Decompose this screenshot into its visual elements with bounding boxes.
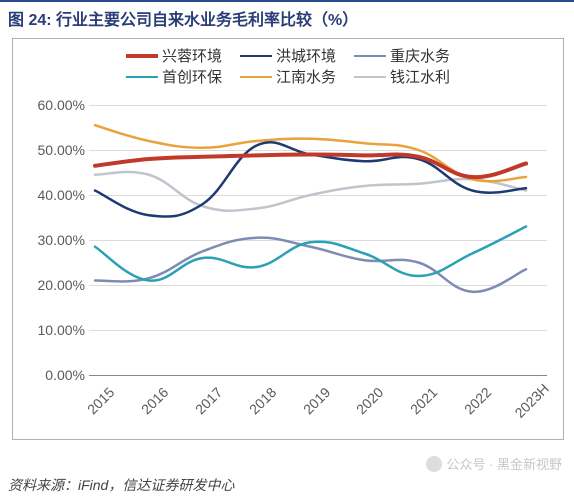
legend-swatch bbox=[354, 76, 386, 78]
y-tick-label: 40.00% bbox=[15, 187, 85, 203]
legend-label: 洪城环境 bbox=[276, 45, 336, 66]
legend-label: 江南水务 bbox=[276, 66, 336, 87]
legend-label: 首创环保 bbox=[162, 66, 222, 87]
x-tick-label: 2017 bbox=[192, 384, 225, 417]
chart-title: 图 24: 行业主要公司自来水业务毛利率比较（%） bbox=[8, 6, 358, 30]
legend-swatch bbox=[126, 54, 158, 58]
series-line bbox=[95, 172, 526, 211]
legend-label: 重庆水务 bbox=[390, 45, 450, 66]
legend: 兴蓉环境 洪城环境 重庆水务首创环保 江南水务 钱江水利 bbox=[13, 45, 563, 87]
x-tick-label: 2022 bbox=[461, 384, 494, 417]
plot-region bbox=[89, 105, 547, 375]
legend-swatch bbox=[354, 55, 386, 57]
y-tick-label: 0.00% bbox=[15, 367, 85, 383]
x-tick-label: 2023H bbox=[511, 380, 551, 420]
figure-container: 图 24: 行业主要公司自来水业务毛利率比较（%） 兴蓉环境 洪城环境 重庆水务首创… bbox=[0, 0, 574, 501]
legend-item: 江南水务 bbox=[240, 66, 336, 87]
legend-label: 钱江水利 bbox=[390, 66, 450, 87]
chart-area: 兴蓉环境 洪城环境 重庆水务首创环保 江南水务 钱江水利 0.00% 10.00% 20.0… bbox=[12, 38, 564, 440]
series-line bbox=[95, 238, 526, 292]
wechat-icon bbox=[426, 456, 442, 472]
legend-item: 钱江水利 bbox=[354, 66, 450, 87]
y-tick-label: 60.00% bbox=[15, 97, 85, 113]
watermark: 公众号 · 黑金新视野 bbox=[426, 454, 562, 473]
legend-item: 重庆水务 bbox=[354, 45, 450, 66]
y-tick-label: 50.00% bbox=[15, 142, 85, 158]
y-tick-label: 30.00% bbox=[15, 232, 85, 248]
legend-item: 兴蓉环境 bbox=[126, 45, 222, 66]
legend-swatch bbox=[126, 76, 158, 78]
line-chart-svg bbox=[89, 105, 547, 375]
legend-item: 洪城环境 bbox=[240, 45, 336, 66]
source-text: 资料来源：iFind，信达证券研发中心 bbox=[8, 475, 234, 495]
x-axis-line bbox=[89, 375, 547, 376]
x-tick-label: 2020 bbox=[353, 384, 386, 417]
legend-swatch bbox=[240, 55, 272, 57]
legend-item: 首创环保 bbox=[126, 66, 222, 87]
x-tick-label: 2021 bbox=[407, 384, 440, 417]
watermark-text: 公众号 · 黑金新视野 bbox=[446, 454, 562, 473]
x-tick-label: 2015 bbox=[84, 384, 117, 417]
y-tick-label: 20.00% bbox=[15, 277, 85, 293]
x-tick-label: 2016 bbox=[138, 384, 171, 417]
y-tick-label: 10.00% bbox=[15, 322, 85, 338]
series-line bbox=[95, 227, 526, 281]
legend-swatch bbox=[240, 76, 272, 78]
series-line bbox=[95, 155, 526, 178]
x-tick-label: 2018 bbox=[246, 384, 279, 417]
x-tick-label: 2019 bbox=[300, 384, 333, 417]
legend-label: 兴蓉环境 bbox=[162, 45, 222, 66]
